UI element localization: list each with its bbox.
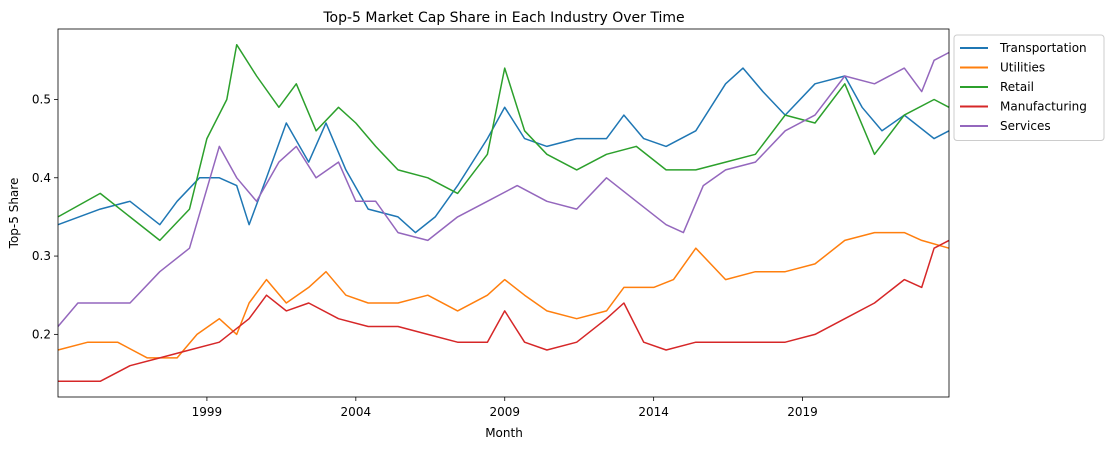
series-line-manufacturing [58,239,950,383]
legend: Transportation Utilities Retail Manufacturi… [953,34,1105,141]
series-line-transportation [57,67,950,234]
series-line-services [57,51,950,327]
x-tick-label: 2004 [341,405,372,419]
plot-frame [57,28,950,398]
legend-label-retail: Retail [1000,80,1034,94]
x-tick-label: 2014 [638,405,669,419]
legend-label-transportation: Transportation [999,41,1087,55]
series-line-retail [57,43,950,242]
y-tick-label: 0.3 [32,249,51,263]
x-tick-label: 2009 [489,405,520,419]
plot-area [57,43,950,383]
y-tick-label: 0.4 [32,171,51,185]
legend-box [953,34,1105,141]
x-tick-label: 2019 [787,405,818,419]
chart-title: Top-5 Market Cap Share in Each Industry … [322,10,684,26]
series-line-utilities [57,231,950,359]
y-tick-label: 0.2 [32,327,51,341]
y-axis: 0.2 0.3 0.4 0.5 [32,92,58,341]
y-tick-label: 0.5 [32,92,51,106]
legend-label-services: Services [1000,119,1051,133]
legend-label-manufacturing: Manufacturing [1000,100,1087,114]
legend-label-utilities: Utilities [1000,61,1045,75]
x-tick-label: 1999 [192,405,223,419]
x-axis: 1999 2004 2009 2014 2019 [192,397,818,419]
x-axis-label: Month [485,426,523,440]
y-axis-label: Top-5 Share [7,178,21,250]
